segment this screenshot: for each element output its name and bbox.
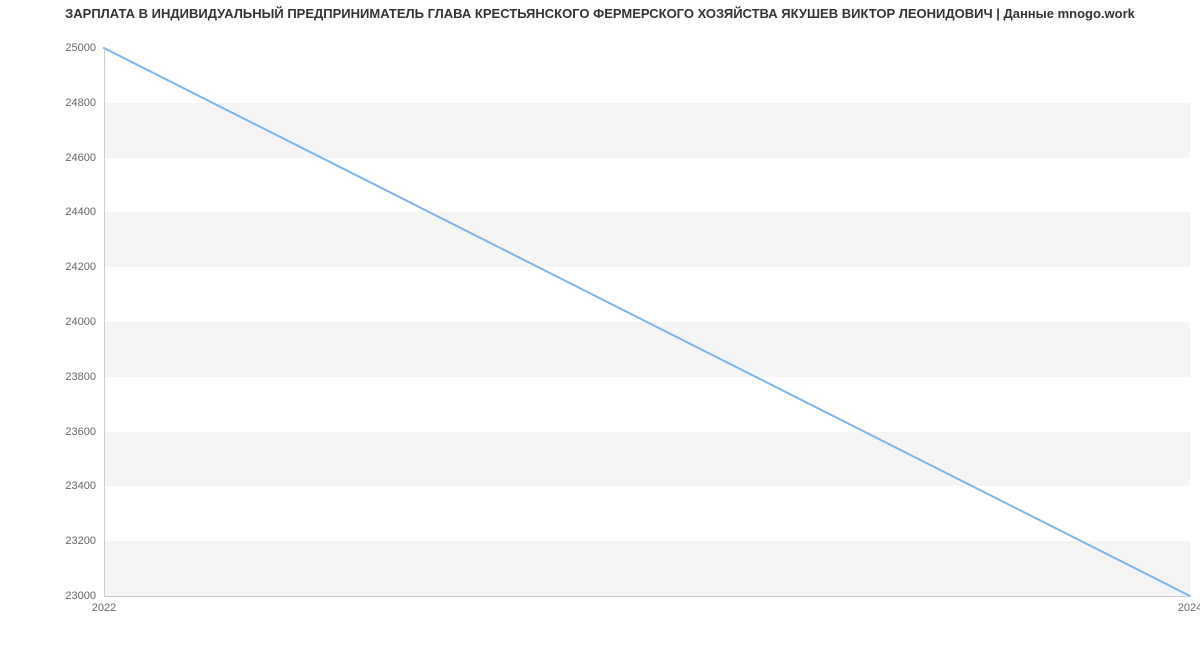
y-tick-label: 23200 bbox=[65, 535, 96, 547]
y-axis-line bbox=[104, 48, 105, 596]
y-tick-label: 24200 bbox=[65, 261, 96, 273]
y-tick-label: 25000 bbox=[65, 42, 96, 54]
y-tick-label: 24000 bbox=[65, 316, 96, 328]
y-tick-label: 24400 bbox=[65, 206, 96, 218]
chart-title: ЗАРПЛАТА В ИНДИВИДУАЛЬНЫЙ ПРЕДПРИНИМАТЕЛ… bbox=[0, 6, 1200, 21]
y-tick-label: 23600 bbox=[65, 426, 96, 438]
salary-line-chart: ЗАРПЛАТА В ИНДИВИДУАЛЬНЫЙ ПРЕДПРИНИМАТЕЛ… bbox=[0, 0, 1200, 650]
y-tick-label: 24800 bbox=[65, 97, 96, 109]
y-tick-label: 23000 bbox=[65, 590, 96, 602]
y-tick-label: 23800 bbox=[65, 371, 96, 383]
series-line bbox=[104, 48, 1190, 596]
y-tick-label: 23400 bbox=[65, 480, 96, 492]
plot-area: 2300023200234002360023800240002420024400… bbox=[104, 48, 1190, 596]
x-tick-label: 2024 bbox=[1178, 602, 1200, 614]
y-tick-label: 24600 bbox=[65, 152, 96, 164]
x-tick-label: 2022 bbox=[92, 602, 116, 614]
x-axis-line bbox=[104, 596, 1190, 597]
line-layer bbox=[104, 48, 1190, 596]
